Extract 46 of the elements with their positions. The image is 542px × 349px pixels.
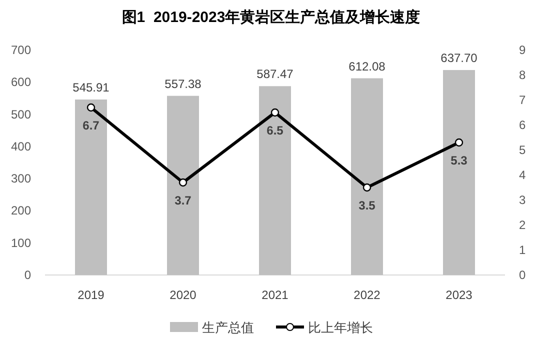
y2-tick-label: 4 [519, 168, 526, 182]
data-label: 637.70 [440, 51, 478, 66]
y-tick-label: 100 [10, 236, 32, 250]
y2-tick-label: 2 [519, 218, 526, 232]
y2-tick-label: 9 [519, 43, 526, 57]
data-label: 3.7 [174, 194, 192, 208]
legend-label: 生产总值 [202, 320, 254, 335]
chart-title: 图1 2019-2023年黄岩区生产总值及增长速度 [122, 8, 420, 26]
point [454, 138, 464, 147]
x-tick-label: 2023 [446, 288, 473, 302]
x-tick-label: 2020 [170, 288, 197, 302]
y-tick-label: 200 [10, 204, 32, 218]
bar [351, 78, 383, 275]
y2-tick-label: 5 [519, 143, 526, 157]
bar [259, 86, 291, 275]
y2-tick-label: 6 [519, 118, 526, 132]
point [362, 183, 372, 192]
data-label: 545.91 [72, 80, 110, 95]
point [270, 108, 280, 117]
bar [167, 96, 199, 275]
y-tick-label: 700 [10, 43, 32, 57]
y2-tick-label: 7 [519, 93, 526, 107]
data-label: 6.7 [82, 118, 100, 132]
point [178, 178, 188, 187]
x-tick-label: 2019 [78, 288, 105, 302]
bar [443, 70, 475, 275]
data-label: 557.38 [164, 76, 202, 91]
y-tick-label: 600 [10, 75, 32, 90]
data-label: 3.5 [358, 198, 376, 212]
y-tick-label: 500 [10, 107, 32, 122]
y2-tick-label: 3 [519, 193, 526, 207]
point [86, 103, 96, 112]
y-tick-label: 300 [10, 172, 32, 186]
y2-tick-label: 1 [519, 243, 526, 257]
data-label: 612.08 [348, 59, 386, 74]
legend-label: 比上年增长 [308, 320, 373, 335]
y-tick-label: 400 [10, 139, 32, 154]
y2-tick-label: 8 [519, 68, 526, 82]
data-label: 6.5 [266, 124, 284, 138]
data-label: 587.47 [256, 67, 294, 82]
data-label: 5.3 [450, 154, 468, 168]
y2-tick-label: 0 [519, 268, 526, 282]
y-tick-label: 0 [24, 268, 32, 282]
x-tick-label: 2021 [262, 288, 289, 302]
bar [75, 100, 107, 275]
x-tick-label: 2022 [354, 288, 381, 302]
